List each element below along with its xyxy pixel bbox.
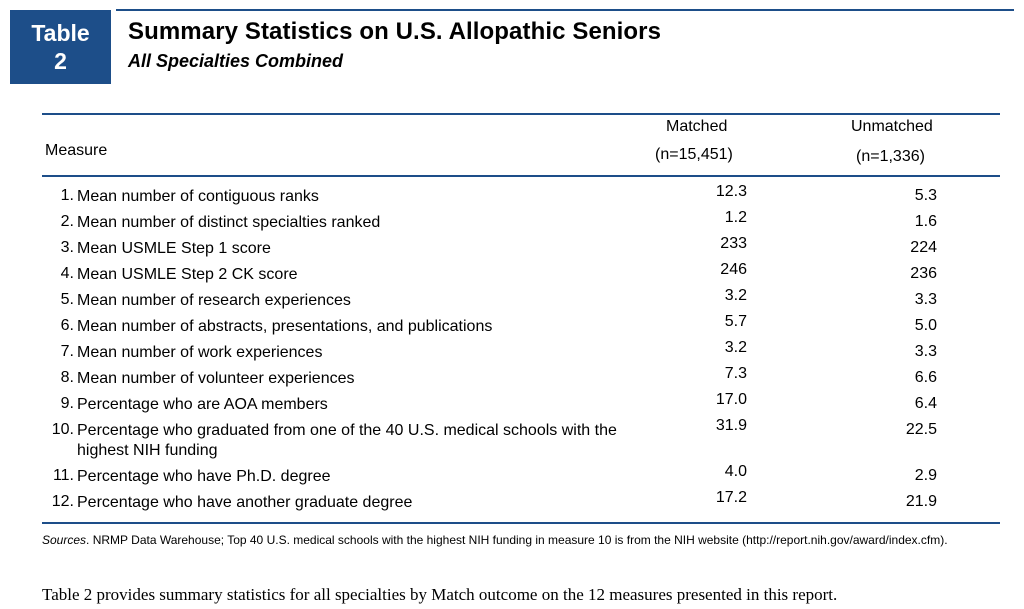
header-bottom-rule [42,175,1000,177]
row-unmatched-value: 1.6 [914,213,937,230]
row-number: 8. [60,369,74,386]
row-measure: Mean USMLE Step 2 CK score [77,266,298,283]
row-measure: Mean number of contiguous ranks [77,188,319,205]
table-subtitle: All Specialties Combined [128,51,344,71]
table-number-badge: Table 2 [10,10,111,84]
row-measure: Mean number of research experiences [77,292,351,309]
row-number: 11. [52,467,74,484]
row-measure: Mean number of volunteer experiences [77,370,355,387]
row-unmatched-value: 2.9 [914,467,937,484]
row-matched-value: 12.3 [715,183,747,200]
row-number: 10. [51,421,74,438]
header-unmatched: Unmatched [851,118,933,135]
header-measure: Measure [45,142,108,159]
table-row: 10. Percentage who graduated from one of… [42,417,1000,461]
row-measure: Percentage who are AOA members [77,396,328,413]
row-unmatched-value: 6.6 [914,369,937,386]
table-row: 1. Mean number of contiguous ranks 12.3 … [42,183,1000,207]
row-matched-value: 17.0 [715,391,747,408]
row-unmatched-value: 5.0 [914,317,937,334]
sources-label: Sources [42,533,87,547]
table-row: 4. Mean USMLE Step 2 CK score 246 236 [42,261,1000,285]
table-row: 3. Mean USMLE Step 1 score 233 224 [42,235,1000,259]
row-matched-value: 31.9 [715,417,747,434]
header-unmatched-n: (n=1,336) [856,148,925,165]
row-number: 1. [60,187,74,204]
row-measure: Mean number of distinct specialties rank… [77,214,381,231]
sources-text: . NRMP Data Warehouse; Top 40 U.S. medic… [86,533,948,547]
table-row: 9. Percentage who are AOA members 17.0 6… [42,391,1000,415]
table-row: 6. Mean number of abstracts, presentatio… [42,313,1000,337]
row-measure: Percentage who have another graduate deg… [77,494,413,511]
row-unmatched-value: 22.5 [905,421,937,438]
row-matched-value: 233 [720,235,747,252]
header-matched: Matched [666,118,728,135]
table-caption: Table 2 provides summary statistics for … [42,585,838,604]
row-number: 7. [60,343,74,360]
row-unmatched-value: 3.3 [914,291,937,308]
row-number: 3. [60,239,74,256]
table-row: 7. Mean number of work experiences 3.2 3… [42,339,1000,363]
sources-note: Sources. NRMP Data Warehouse; Top 40 U.S… [42,533,1002,548]
row-unmatched-value: 21.9 [905,493,937,510]
table-row: 8. Mean number of volunteer experiences … [42,365,1000,389]
table-bottom-rule [42,522,1000,524]
row-matched-value: 1.2 [724,209,747,226]
row-matched-value: 7.3 [724,365,747,382]
row-measure: Percentage who have Ph.D. degree [77,468,331,485]
row-measure: Mean number of work experiences [77,344,323,361]
row-matched-value: 3.2 [724,339,747,356]
row-number: 9. [60,395,74,412]
row-number: 2. [60,213,74,230]
row-matched-value: 17.2 [715,489,747,506]
table-row: 12. Percentage who have another graduate… [42,489,1000,513]
row-matched-value: 246 [720,261,747,278]
table-title: Summary Statistics on U.S. Allopathic Se… [128,18,662,45]
row-matched-value: 5.7 [724,313,747,330]
row-number: 5. [60,291,74,308]
row-unmatched-value: 3.3 [914,343,937,360]
table-row: 11. Percentage who have Ph.D. degree 4.0… [42,463,1000,487]
row-number: 6. [60,317,74,334]
row-unmatched-value: 6.4 [914,395,937,412]
badge-number: 2 [54,48,67,74]
row-measure: Mean USMLE Step 1 score [77,240,271,257]
badge-label: Table [31,20,90,46]
row-matched-value: 4.0 [724,463,747,480]
row-matched-value: 3.2 [724,287,747,304]
row-unmatched-value: 236 [910,265,937,282]
table-row: 5. Mean number of research experiences 3… [42,287,1000,311]
row-unmatched-value: 5.3 [914,187,937,204]
row-measure: Percentage who graduated from one of the… [77,422,617,459]
row-measure: Mean number of abstracts, presentations,… [77,318,493,335]
row-number: 12. [51,493,74,510]
row-unmatched-value: 224 [910,239,937,256]
header-matched-n: (n=15,451) [655,146,733,163]
row-number: 4. [60,265,74,282]
header-top-rule [42,113,1000,115]
title-top-rule [116,9,1014,11]
table-row: 2. Mean number of distinct specialties r… [42,209,1000,233]
